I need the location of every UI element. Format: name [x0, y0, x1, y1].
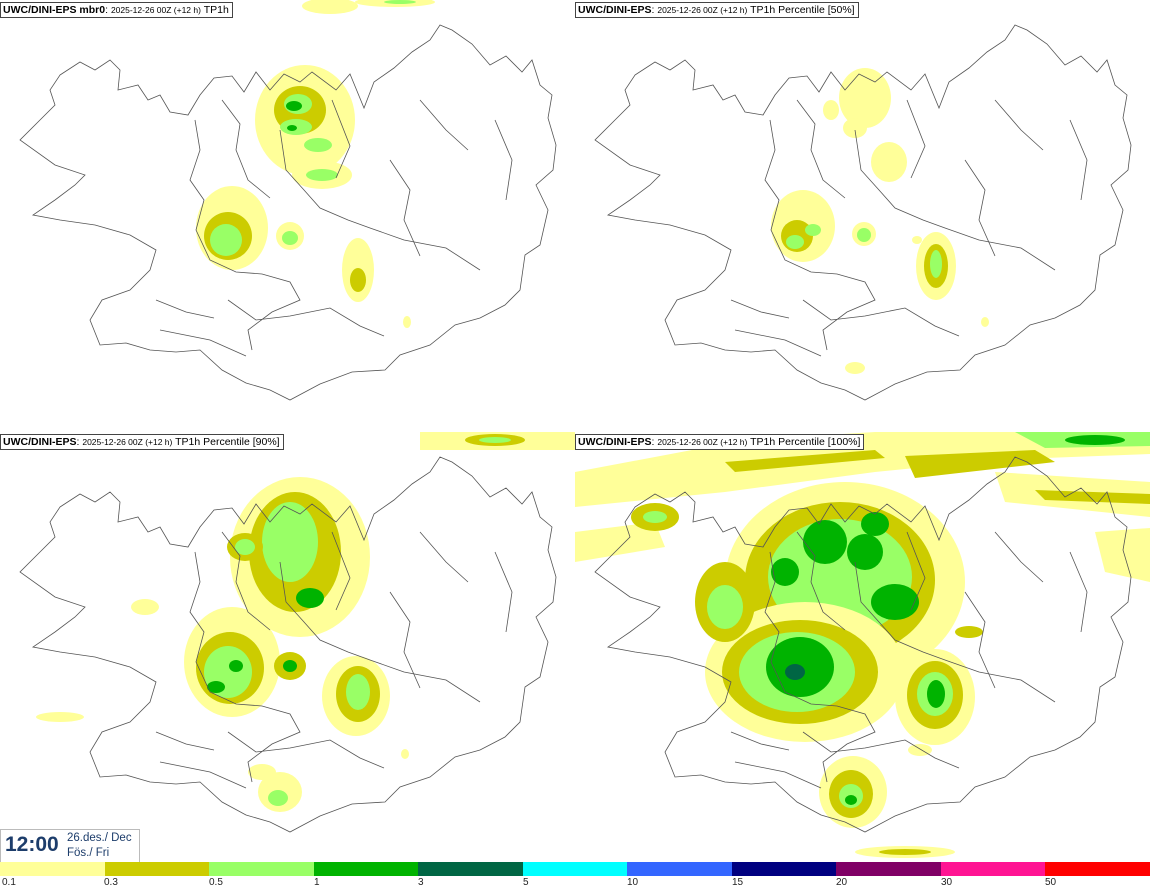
precip-map-p50	[594, 24, 1132, 401]
precip-contours	[196, 0, 435, 328]
iceland-outline	[594, 24, 1132, 401]
legend-label: 20	[836, 877, 848, 888]
map-panel-p100: UWC/DINI-EPS: 2025-12-26 00Z (+12 h) TP1…	[575, 432, 1150, 864]
legend-swatch	[418, 862, 523, 876]
legend-swatch	[0, 862, 105, 876]
map-panel-p90: UWC/DINI-EPS: 2025-12-26 00Z (+12 h) TP1…	[0, 432, 575, 864]
legend-label: 1	[314, 877, 320, 888]
iceland-outline	[594, 456, 1132, 833]
legend-label: 0.5	[209, 877, 223, 888]
panel-title: UWC/DINI-EPS: 2025-12-26 00Z (+12 h) TP1…	[0, 434, 284, 450]
legend-swatch	[209, 862, 314, 876]
valid-time-clock: 12:00	[5, 833, 59, 856]
legend-color-bar	[0, 862, 1150, 876]
legend-label: 15	[732, 877, 744, 888]
legend-swatch	[836, 862, 941, 876]
legend-swatch	[522, 862, 628, 876]
map-panel-mbr0: UWC/DINI-EPS mbr0: 2025-12-26 00Z (+12 h…	[0, 0, 575, 432]
legend-label: 30	[941, 877, 953, 888]
precip-contours	[771, 68, 989, 374]
valid-weekday: Fös./ Fri	[67, 847, 110, 859]
legend-label: 0.1	[2, 877, 16, 888]
legend-label: 3	[418, 877, 424, 888]
precip-contours	[575, 432, 1150, 858]
map-panel-p50: UWC/DINI-EPS: 2025-12-26 00Z (+12 h) TP1…	[575, 0, 1150, 432]
panel-title: UWC/DINI-EPS: 2025-12-26 00Z (+12 h) TP1…	[575, 434, 865, 450]
valid-date: 26.des./ Dec	[67, 832, 132, 844]
legend-label: 5	[523, 877, 529, 888]
precip-map-mbr0	[19, 0, 557, 401]
legend-swatch	[940, 862, 1046, 876]
precip-contours	[36, 432, 575, 812]
precip-map-p100	[575, 432, 1150, 858]
iceland-outline	[19, 24, 557, 401]
valid-time-box: 12:00 26.des./ Dec Fös./ Fri	[0, 829, 140, 863]
legend-swatch	[627, 862, 732, 876]
legend-swatch	[731, 862, 837, 876]
legend-swatch	[104, 862, 210, 876]
panel-title: UWC/DINI-EPS: 2025-12-26 00Z (+12 h) TP1…	[575, 2, 859, 18]
legend-swatch	[1045, 862, 1150, 876]
iceland-outline	[19, 456, 557, 833]
legend-label: 10	[627, 877, 639, 888]
legend-swatch	[313, 862, 419, 876]
precip-color-legend: 0.1 0.3 0.5 1 3 5 10 15 20 30 50	[0, 862, 1150, 891]
panel-title: UWC/DINI-EPS mbr0: 2025-12-26 00Z (+12 h…	[0, 2, 233, 18]
legend-label: 0.3	[104, 877, 118, 888]
legend-label: 50	[1045, 877, 1057, 888]
precip-map-p90	[19, 432, 575, 833]
